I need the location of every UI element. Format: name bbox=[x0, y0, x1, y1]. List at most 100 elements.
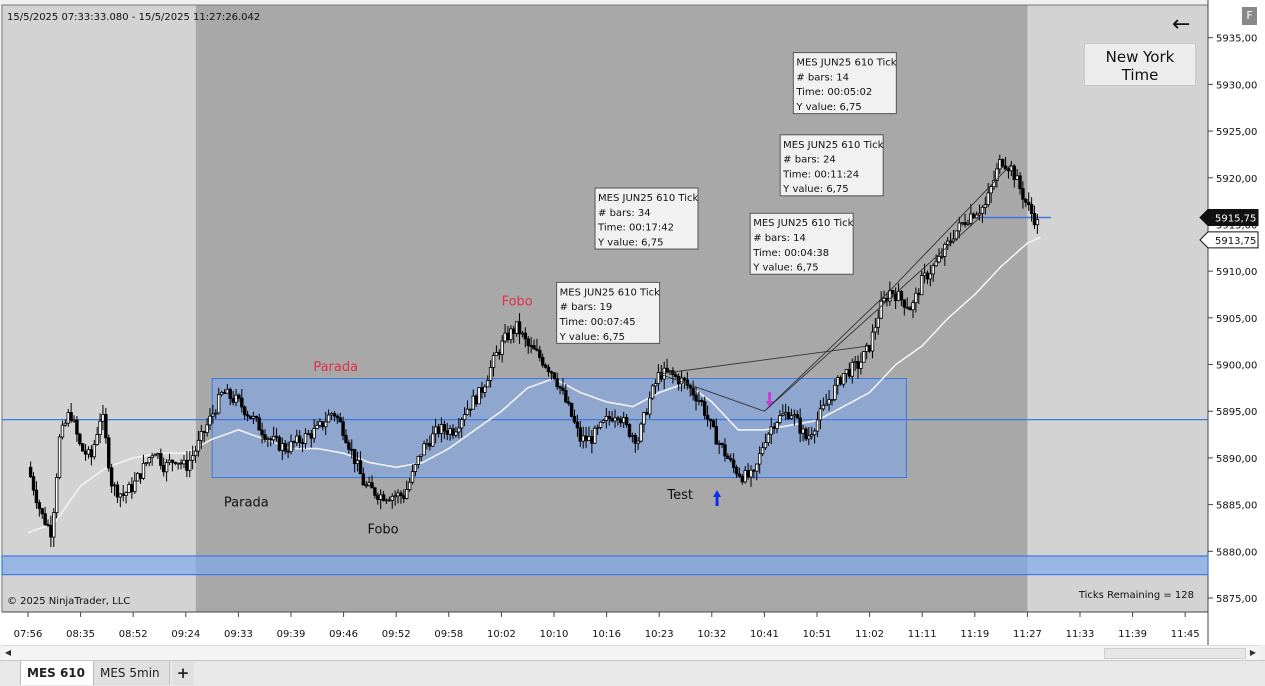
candle-body bbox=[679, 377, 684, 385]
candle-body bbox=[326, 414, 331, 423]
candle-body bbox=[219, 392, 224, 395]
candle-body bbox=[862, 351, 866, 363]
x-tick-label: 10:02 bbox=[487, 629, 516, 640]
add-tab-button[interactable]: + bbox=[172, 661, 194, 685]
candle-body bbox=[43, 513, 47, 525]
candle-body bbox=[344, 435, 348, 444]
candle-body bbox=[173, 461, 177, 464]
f-button[interactable]: F bbox=[1242, 7, 1257, 25]
candle-body bbox=[697, 399, 701, 402]
scroll-right-icon[interactable]: ▶ bbox=[1249, 648, 1257, 657]
candle-body bbox=[52, 512, 56, 538]
candle-body bbox=[682, 377, 687, 381]
back-arrow-icon[interactable]: ← bbox=[1172, 12, 1191, 37]
x-tick-label: 09:46 bbox=[329, 629, 358, 640]
measure-yvalue: Y value: 6,75 bbox=[752, 263, 818, 274]
candle-body bbox=[980, 206, 985, 214]
candle-body bbox=[303, 433, 308, 444]
candle-body bbox=[836, 377, 840, 386]
candle-body bbox=[911, 302, 915, 311]
y-tick-label: 5915,00 bbox=[1216, 220, 1257, 231]
candle-body bbox=[34, 489, 39, 504]
candle-body bbox=[572, 415, 577, 423]
candle-body bbox=[190, 455, 195, 461]
candle-body bbox=[882, 297, 886, 302]
chart-annotation-label: Fobo bbox=[367, 523, 398, 538]
candle-body bbox=[584, 435, 588, 441]
measure-time: Time: 00:11:24 bbox=[782, 169, 859, 180]
candle-body bbox=[347, 442, 351, 450]
candle-body bbox=[688, 384, 692, 389]
candle-body bbox=[75, 419, 79, 435]
candle-body bbox=[948, 240, 953, 243]
candle-body bbox=[216, 394, 221, 414]
candle-body bbox=[373, 487, 377, 496]
tab-mes-610[interactable]: MES 610 bbox=[20, 661, 94, 685]
candle-body bbox=[396, 492, 400, 497]
candle-body bbox=[480, 387, 484, 393]
candle-body bbox=[786, 412, 791, 420]
candle-body bbox=[133, 480, 137, 493]
candle-body bbox=[543, 364, 548, 368]
candle-body bbox=[162, 464, 166, 473]
x-tick-label: 11:11 bbox=[908, 629, 937, 640]
candle-body bbox=[138, 473, 143, 479]
candle-body bbox=[636, 440, 640, 444]
candle-body bbox=[292, 441, 296, 444]
candle-body bbox=[393, 495, 397, 498]
candle-body bbox=[969, 213, 973, 224]
chart-annotation-label: Fobo bbox=[502, 295, 533, 310]
candle-body bbox=[757, 453, 762, 465]
candle-body bbox=[208, 415, 212, 426]
candle-body bbox=[295, 435, 299, 444]
candle-body bbox=[86, 449, 91, 455]
candle-body bbox=[792, 414, 797, 417]
candle-body bbox=[795, 414, 799, 419]
candle-body bbox=[671, 370, 675, 376]
candle-body bbox=[506, 332, 510, 340]
candle-body bbox=[98, 420, 102, 435]
candle-body bbox=[141, 462, 146, 479]
candle-body bbox=[260, 429, 264, 436]
candle-body bbox=[306, 433, 311, 436]
tab-mes-5min[interactable]: MES 5min bbox=[94, 661, 170, 685]
candle-body bbox=[37, 502, 42, 509]
x-tick-label: 07:56 bbox=[14, 629, 43, 640]
candle-body bbox=[78, 433, 82, 445]
candle-body bbox=[416, 456, 420, 465]
candle-body bbox=[549, 371, 554, 374]
candle-body bbox=[402, 495, 406, 499]
candle-body bbox=[928, 273, 933, 280]
measure-yvalue: Y value: 6,75 bbox=[795, 102, 861, 113]
candle-body bbox=[705, 414, 710, 420]
y-tick-label: 5925,00 bbox=[1216, 127, 1257, 138]
candle-body bbox=[433, 426, 438, 435]
candle-body bbox=[72, 419, 76, 422]
candle-body bbox=[610, 418, 614, 422]
y-tick-label: 5890,00 bbox=[1216, 454, 1257, 465]
x-tick-label: 11:39 bbox=[1118, 629, 1147, 640]
candle-body bbox=[471, 395, 475, 410]
candle-body bbox=[593, 427, 597, 444]
horizontal-scrollbar[interactable]: ◀ ▶ bbox=[2, 645, 1260, 660]
scroll-thumb[interactable] bbox=[1104, 648, 1246, 659]
candle-body bbox=[297, 435, 302, 443]
candle-body bbox=[833, 384, 837, 400]
candle-body bbox=[205, 424, 209, 433]
candle-body bbox=[448, 428, 452, 435]
candle-body bbox=[957, 222, 961, 232]
candle-body bbox=[838, 377, 843, 385]
x-tick-label: 10:10 bbox=[540, 629, 569, 640]
x-tick-label: 11:27 bbox=[1013, 629, 1042, 640]
measure-line bbox=[659, 345, 870, 375]
candle-body bbox=[57, 436, 62, 478]
candle-body bbox=[824, 403, 828, 406]
candle-body bbox=[772, 426, 776, 429]
candle-body bbox=[202, 431, 206, 433]
candle-body bbox=[89, 449, 94, 458]
candle-body bbox=[966, 222, 970, 225]
candle-body bbox=[946, 240, 950, 245]
candle-body bbox=[243, 406, 247, 416]
scroll-left-icon[interactable]: ◀ bbox=[4, 648, 12, 657]
